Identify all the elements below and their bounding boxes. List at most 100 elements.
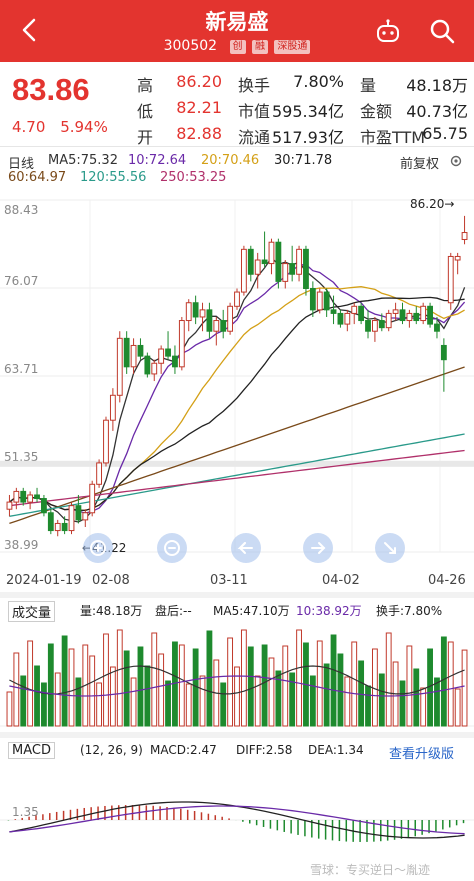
section-gap	[0, 732, 474, 738]
candle-down	[20, 490, 27, 503]
candle-up	[6, 501, 13, 510]
x-tick-label: 04-02	[322, 573, 360, 588]
candle-down	[34, 494, 40, 500]
search-icon[interactable]	[428, 17, 456, 45]
zoom-in-button[interactable]	[83, 533, 113, 563]
stat-label: 开	[137, 128, 154, 147]
settings-gear-icon[interactable]	[449, 154, 463, 168]
section-gap	[0, 592, 474, 598]
watermark-text: 雪球：专买逆日～胤迹	[310, 863, 431, 877]
candle-up	[316, 291, 323, 311]
macd-y-tick: 1.35	[12, 805, 39, 819]
adjust-label[interactable]: 前复权	[400, 157, 440, 172]
candle-up	[89, 483, 96, 514]
candle-up	[406, 312, 413, 322]
diff-value: DIFF:2.58	[236, 743, 293, 757]
candle-down	[261, 259, 268, 265]
candle-up	[116, 337, 123, 396]
stat-value: 517.93亿	[272, 128, 344, 147]
scroll-right-button[interactable]	[303, 533, 333, 563]
candle-up	[268, 241, 275, 265]
candle-down	[165, 348, 171, 357]
macd-chart[interactable]: 1.35	[0, 760, 474, 880]
volume-bar-down	[206, 630, 213, 727]
kline-chart[interactable]: 88.4376.0763.7151.3538.9986.20→←41.22202…	[0, 190, 474, 610]
candle-up	[185, 302, 192, 322]
fullscreen-button[interactable]	[375, 533, 405, 563]
volume-ma10: 10:38.92万	[296, 604, 362, 618]
volume-bar-up	[316, 640, 323, 727]
candle-down	[144, 355, 151, 375]
volume-bar-up	[296, 629, 302, 727]
volume-bar-up	[454, 688, 461, 727]
turnover-value: 换手:7.80%	[376, 604, 443, 618]
volume-ma5: MA5:47.10万	[213, 604, 290, 618]
robot-assistant-icon[interactable]	[374, 18, 402, 46]
stat-label: 市盈TTM	[360, 128, 426, 147]
tag-shengutong: 深股通	[274, 40, 311, 54]
volume-bar-up	[27, 640, 34, 727]
stat-value: 82.21	[176, 98, 222, 117]
scroll-left-button[interactable]	[231, 533, 261, 563]
candle-up	[254, 259, 261, 275]
x-tick-label: 02-08	[92, 573, 130, 588]
top-bar: 新易盛 300502 创 融 深股通	[0, 0, 474, 62]
y-tick-label: 63.71	[4, 362, 38, 376]
period-label[interactable]: 日线	[8, 157, 35, 172]
volume-bar-up	[406, 645, 413, 727]
candle-down	[427, 305, 433, 325]
candle-up	[282, 263, 289, 282]
candle-up	[96, 462, 103, 485]
volume-bar-down	[358, 660, 365, 727]
macd-indicator-select[interactable]: MACD	[8, 742, 55, 759]
dea-value: DEA:1.34	[308, 743, 364, 757]
ma250-label: 250:53.25	[160, 170, 227, 185]
stock-code: 300502	[163, 38, 218, 54]
candle-up	[344, 312, 351, 325]
volume-chart[interactable]	[0, 620, 474, 730]
volume-bar-down	[247, 646, 254, 727]
candle-up	[178, 320, 185, 368]
ma120-label: 120:55.56	[80, 170, 147, 185]
current-price: 83.86	[12, 72, 90, 107]
candle-down	[289, 263, 296, 275]
stat-value: 7.80%	[293, 72, 344, 91]
zoom-out-button[interactable]	[157, 533, 187, 563]
ma120-line	[9, 433, 465, 517]
volume-bar-up	[151, 632, 158, 727]
volume-bar-down	[47, 643, 54, 727]
volume-bar-up	[461, 649, 468, 727]
volume-bar-down	[20, 675, 27, 727]
stat-label: 高	[137, 76, 154, 95]
back-arrow-icon[interactable]	[14, 14, 46, 46]
candle-down	[434, 323, 440, 332]
after-hours-value: 盘后:--	[155, 604, 192, 618]
zoom-out-icon	[164, 540, 180, 556]
volume-bar-down	[413, 668, 420, 727]
stock-subtitle: 300502 创 融 深股通	[0, 38, 474, 54]
candle-up	[13, 490, 20, 503]
volume-indicator-select[interactable]: 成交量	[8, 601, 56, 622]
volume-bar-up	[130, 677, 137, 727]
stat-value: 48.18万	[406, 76, 468, 95]
y-tick-label: 76.07	[4, 274, 38, 288]
candle-down	[47, 512, 54, 532]
volume-bar-down	[434, 677, 440, 727]
candle-up	[54, 522, 61, 532]
expand-icon	[389, 547, 396, 554]
volume-bar-down	[75, 677, 82, 727]
volume-bar-up	[385, 632, 392, 727]
volume-bar-up	[254, 675, 261, 727]
stat-label: 流通	[238, 128, 271, 147]
stat-value: 65.75	[422, 124, 468, 143]
stat-value: 40.73亿	[406, 102, 468, 121]
volume-bar-up	[116, 629, 123, 727]
candle-down	[41, 498, 47, 514]
expand-icon	[384, 542, 396, 554]
candle-up	[27, 494, 34, 503]
stat-label: 量	[360, 76, 377, 95]
candle-up	[151, 362, 158, 375]
upgrade-link[interactable]: 查看升级版	[389, 747, 455, 762]
volume-value: 量:48.18万	[80, 604, 143, 618]
ma20-label: 20:70.46	[201, 153, 260, 168]
